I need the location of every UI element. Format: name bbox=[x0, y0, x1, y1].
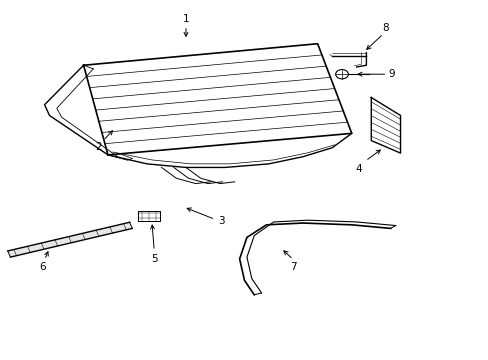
Text: 5: 5 bbox=[151, 253, 157, 264]
Text: 4: 4 bbox=[355, 164, 362, 174]
Polygon shape bbox=[8, 222, 132, 257]
Text: 3: 3 bbox=[217, 216, 224, 226]
Text: 6: 6 bbox=[39, 262, 45, 273]
Text: 2: 2 bbox=[95, 142, 102, 152]
Text: 7: 7 bbox=[289, 262, 296, 273]
Text: 8: 8 bbox=[382, 23, 388, 33]
Text: 9: 9 bbox=[387, 69, 394, 79]
Text: 1: 1 bbox=[183, 14, 189, 24]
